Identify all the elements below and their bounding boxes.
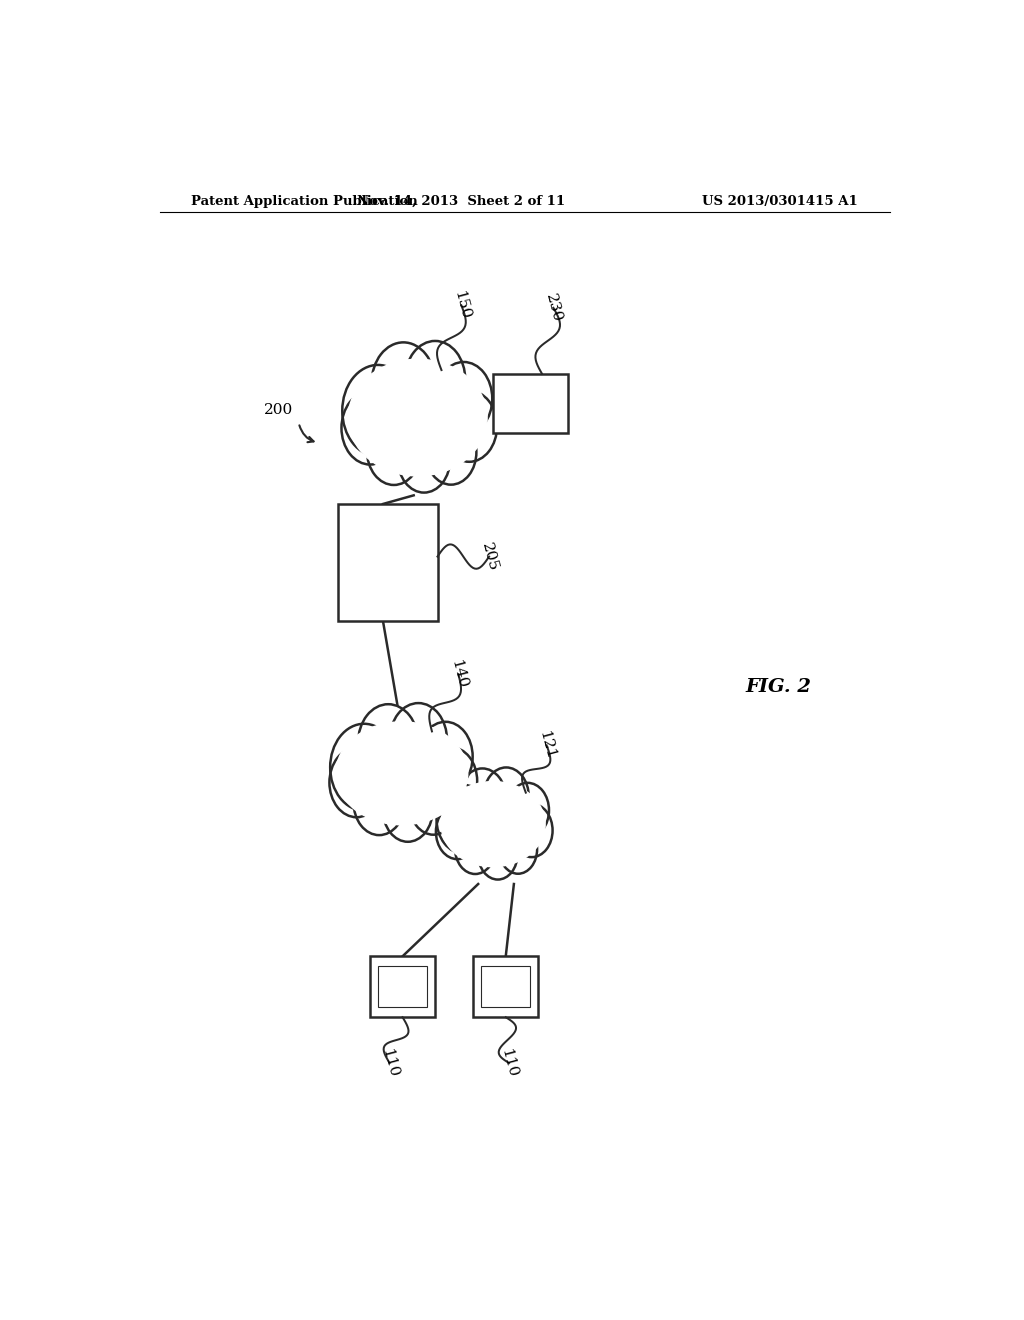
Text: 200: 200	[264, 404, 294, 417]
Circle shape	[372, 342, 435, 424]
Circle shape	[353, 770, 404, 836]
Text: FIG. 2: FIG. 2	[745, 678, 812, 696]
Text: Patent Application Publication: Patent Application Publication	[191, 194, 418, 207]
Bar	[494, 374, 568, 433]
Ellipse shape	[327, 713, 477, 834]
Text: Nov. 14, 2013  Sheet 2 of 11: Nov. 14, 2013 Sheet 2 of 11	[357, 194, 565, 207]
Circle shape	[455, 822, 496, 874]
Circle shape	[499, 825, 538, 874]
Circle shape	[441, 391, 497, 462]
Text: US 2013/0301415 A1: US 2013/0301415 A1	[702, 194, 858, 207]
Bar	[481, 966, 530, 1007]
Text: 110: 110	[499, 1047, 519, 1078]
Text: 110: 110	[379, 1047, 400, 1078]
Circle shape	[341, 391, 398, 465]
Circle shape	[358, 704, 419, 781]
Bar	[378, 966, 427, 1007]
Circle shape	[383, 777, 433, 842]
Circle shape	[426, 420, 476, 484]
Text: 140: 140	[447, 659, 469, 690]
Circle shape	[506, 783, 549, 838]
Circle shape	[483, 767, 528, 825]
Text: 150: 150	[451, 289, 472, 321]
Ellipse shape	[433, 774, 553, 875]
Bar	[370, 956, 435, 1018]
Text: 121: 121	[537, 730, 557, 762]
Circle shape	[436, 785, 490, 854]
Circle shape	[330, 723, 398, 810]
Circle shape	[397, 425, 451, 492]
Circle shape	[367, 416, 421, 484]
Ellipse shape	[338, 348, 497, 487]
Circle shape	[410, 774, 458, 834]
Circle shape	[390, 704, 447, 776]
Circle shape	[330, 747, 384, 817]
Circle shape	[459, 768, 506, 829]
Circle shape	[435, 362, 493, 436]
Circle shape	[419, 722, 473, 791]
Ellipse shape	[336, 722, 468, 825]
Circle shape	[436, 804, 479, 859]
Circle shape	[511, 804, 553, 857]
Circle shape	[424, 747, 477, 814]
Bar	[473, 956, 539, 1018]
Text: 205: 205	[478, 541, 500, 573]
Ellipse shape	[348, 359, 487, 477]
Text: 230: 230	[543, 292, 564, 323]
Ellipse shape	[441, 781, 545, 867]
Circle shape	[404, 341, 465, 418]
Bar	[338, 504, 437, 620]
Circle shape	[478, 829, 517, 879]
Circle shape	[342, 364, 414, 457]
